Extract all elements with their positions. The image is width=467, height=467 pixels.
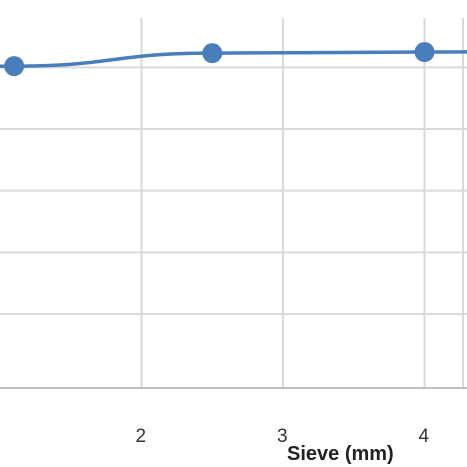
- data-point: [414, 42, 435, 63]
- grid: [0, 18, 467, 388]
- x-tick-label: 3: [277, 426, 288, 447]
- x-tick-label: 2: [136, 426, 147, 447]
- x-tick-label: 4: [419, 426, 430, 447]
- data-point: [202, 43, 223, 64]
- x-axis-title: Sieve (mm): [287, 443, 394, 465]
- series-line: [0, 50, 467, 68]
- data-point: [4, 56, 25, 77]
- labels: Sieve (mm) 2 3 4: [136, 426, 430, 465]
- series-layer: [0, 42, 467, 77]
